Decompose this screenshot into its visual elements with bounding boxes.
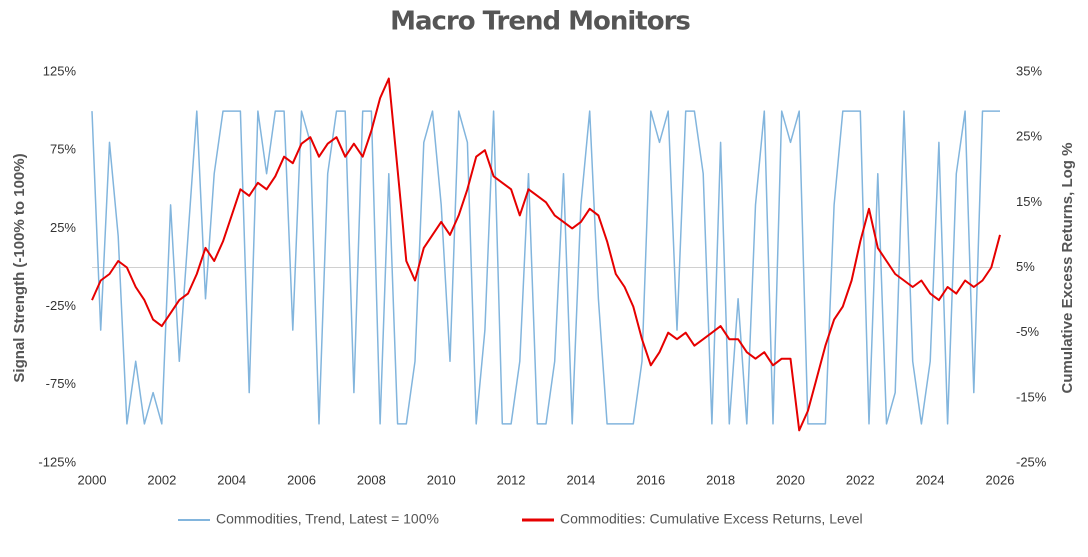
series-line xyxy=(91,110,1000,425)
x-tick-label: 2024 xyxy=(916,472,945,487)
y-axis-label: Signal Strength (-100% to 100%) xyxy=(11,153,28,382)
x-tick-label: 2022 xyxy=(846,472,875,487)
x-tick-label: 2018 xyxy=(706,472,735,487)
series-line xyxy=(91,77,1001,432)
y2-tick-label: -15% xyxy=(1016,389,1047,404)
x-tick-label: 2012 xyxy=(497,472,526,487)
y-tick-label: -25% xyxy=(46,298,77,313)
y-tick-label: 75% xyxy=(50,142,76,157)
legend-label: Commodities: Cumulative Excess Returns, … xyxy=(560,511,863,527)
y-tick-label: -125% xyxy=(38,454,76,469)
y2-tick-label: 5% xyxy=(1016,259,1035,274)
chart-title: Macro Trend Monitors xyxy=(390,7,690,37)
y-tick-label: 125% xyxy=(43,63,77,78)
y2-tick-label: 35% xyxy=(1016,63,1042,78)
y2-tick-label: 25% xyxy=(1016,129,1042,144)
x-tick-label: 2014 xyxy=(566,472,595,487)
x-tick-label: 2006 xyxy=(287,472,316,487)
x-tick-label: 2002 xyxy=(147,472,176,487)
y-tick-label: 25% xyxy=(50,220,76,235)
x-tick-label: 2000 xyxy=(78,472,107,487)
y2-tick-label: -25% xyxy=(1016,454,1047,469)
y2-axis-label: Cumulative Excess Returns, Log % xyxy=(1059,143,1076,394)
y-tick-label: -75% xyxy=(46,376,77,391)
x-tick-label: 2016 xyxy=(636,472,665,487)
y2-tick-label: -5% xyxy=(1016,324,1040,339)
legend-label: Commodities, Trend, Latest = 100% xyxy=(216,511,439,527)
x-tick-label: 2026 xyxy=(986,472,1015,487)
x-tick-label: 2020 xyxy=(776,472,805,487)
y2-tick-label: 15% xyxy=(1016,194,1042,209)
x-tick-label: 2008 xyxy=(357,472,386,487)
x-tick-label: 2010 xyxy=(427,472,456,487)
x-tick-label: 2004 xyxy=(217,472,246,487)
